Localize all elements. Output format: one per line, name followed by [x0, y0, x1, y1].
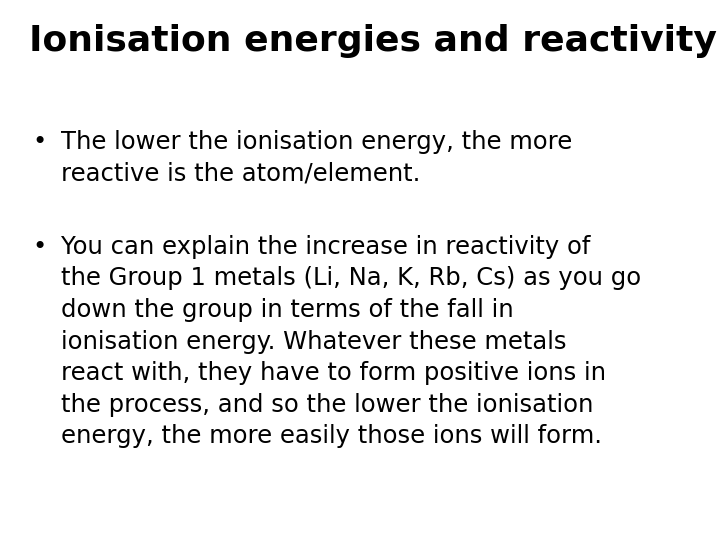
Text: •: •: [32, 235, 47, 259]
Text: You can explain the increase in reactivity of
the Group 1 metals (Li, Na, K, Rb,: You can explain the increase in reactivi…: [61, 235, 642, 449]
Text: •: •: [32, 130, 47, 153]
Text: The lower the ionisation energy, the more
reactive is the atom/element.: The lower the ionisation energy, the mor…: [61, 130, 572, 185]
Text: Ionisation energies and reactivity: Ionisation energies and reactivity: [29, 24, 716, 58]
